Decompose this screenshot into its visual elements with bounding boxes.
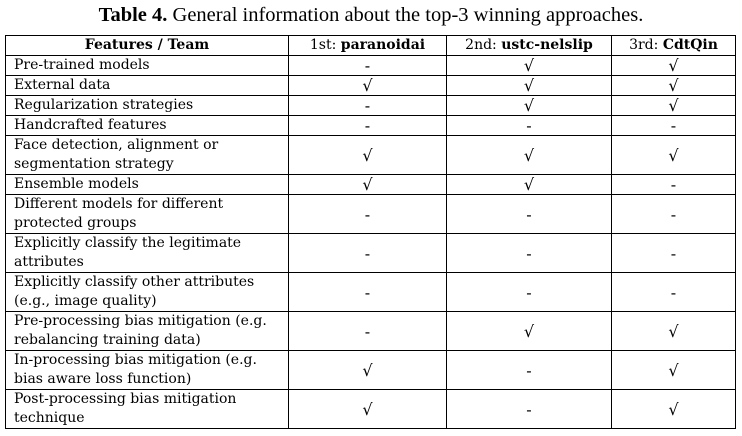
team-rank: 3rd: bbox=[629, 37, 663, 53]
feature-cell: External data bbox=[5, 75, 289, 96]
header-team-3: 3rd: CdtQin bbox=[611, 35, 736, 56]
mark-cell: √ bbox=[446, 311, 612, 351]
team-rank: 1st: bbox=[309, 37, 341, 53]
mark-cell: √ bbox=[288, 135, 447, 175]
feature-cell: In-processing bias mitigation (e.g. bias… bbox=[5, 350, 289, 390]
mark-cell: √ bbox=[611, 311, 736, 351]
caption-text: General information about the top-3 winn… bbox=[167, 4, 644, 26]
mark-cell: - bbox=[288, 95, 447, 116]
feature-cell: Face detection, alignment or segmentatio… bbox=[5, 135, 289, 175]
mark-cell: √ bbox=[611, 95, 736, 116]
mark-cell: - bbox=[446, 389, 612, 429]
mark-cell: √ bbox=[446, 55, 612, 76]
table-row: Handcrafted features - - - bbox=[5, 115, 736, 136]
mark-cell: √ bbox=[611, 350, 736, 390]
header-features-team: Features / Team bbox=[5, 35, 289, 56]
mark-cell: √ bbox=[288, 75, 447, 96]
mark-cell: - bbox=[611, 174, 736, 195]
feature-cell: Different models for different protected… bbox=[5, 194, 289, 234]
mark-cell: √ bbox=[288, 174, 447, 195]
mark-cell: - bbox=[446, 350, 612, 390]
mark-cell: - bbox=[288, 233, 447, 273]
header-team-2: 2nd: ustc-nelslip bbox=[446, 35, 612, 56]
table-row: Ensemble models √ √ - bbox=[5, 174, 736, 195]
table-row: Explicitly classify the legitimate attri… bbox=[5, 233, 736, 273]
mark-cell: √ bbox=[611, 389, 736, 429]
caption-label: Table 4. bbox=[98, 4, 168, 26]
mark-cell: - bbox=[288, 311, 447, 351]
table-row: Explicitly classify other attributes (e.… bbox=[5, 272, 736, 312]
table-row: Face detection, alignment or segmentatio… bbox=[5, 135, 736, 175]
table-row: Pre-trained models - √ √ bbox=[5, 55, 736, 76]
mark-cell: √ bbox=[611, 75, 736, 96]
feature-cell: Regularization strategies bbox=[5, 95, 289, 116]
mark-cell: - bbox=[446, 272, 612, 312]
feature-cell: Pre-processing bias mitigation (e.g. reb… bbox=[5, 311, 289, 351]
mark-cell: √ bbox=[288, 350, 447, 390]
team-name: ustc-nelslip bbox=[501, 37, 593, 53]
header-team-1: 1st: paranoidai bbox=[288, 35, 447, 56]
mark-cell: - bbox=[288, 115, 447, 136]
mark-cell: √ bbox=[611, 135, 736, 175]
team-name: paranoidai bbox=[340, 37, 426, 53]
mark-cell: √ bbox=[446, 95, 612, 116]
table-row: Post-processing bias mitigation techniqu… bbox=[5, 389, 736, 429]
mark-cell: - bbox=[288, 194, 447, 234]
header-row: Features / Team 1st: paranoidai 2nd: ust… bbox=[5, 35, 736, 56]
table-row: Different models for different protected… bbox=[5, 194, 736, 234]
mark-cell: - bbox=[446, 115, 612, 136]
mark-cell: - bbox=[611, 272, 736, 312]
feature-cell: Handcrafted features bbox=[5, 115, 289, 136]
mark-cell: - bbox=[611, 233, 736, 273]
mark-cell: √ bbox=[446, 174, 612, 195]
mark-cell: - bbox=[611, 115, 736, 136]
features-table: Features / Team 1st: paranoidai 2nd: ust… bbox=[5, 35, 736, 429]
feature-cell: Explicitly classify other attributes (e.… bbox=[5, 272, 289, 312]
table-row: Pre-processing bias mitigation (e.g. reb… bbox=[5, 311, 736, 351]
mark-cell: - bbox=[288, 272, 447, 312]
table-caption: Table 4. General information about the t… bbox=[0, 2, 742, 28]
mark-cell: - bbox=[611, 194, 736, 234]
feature-cell: Post-processing bias mitigation techniqu… bbox=[5, 389, 289, 429]
mark-cell: √ bbox=[446, 135, 612, 175]
mark-cell: √ bbox=[288, 389, 447, 429]
team-name: CdtQin bbox=[662, 37, 718, 53]
mark-cell: - bbox=[446, 194, 612, 234]
feature-cell: Pre-trained models bbox=[5, 55, 289, 76]
mark-cell: - bbox=[288, 55, 447, 76]
table-row: In-processing bias mitigation (e.g. bias… bbox=[5, 350, 736, 390]
table-row: Regularization strategies - √ √ bbox=[5, 95, 736, 116]
feature-cell: Ensemble models bbox=[5, 174, 289, 195]
team-rank: 2nd: bbox=[465, 37, 502, 53]
mark-cell: √ bbox=[611, 55, 736, 76]
feature-cell: Explicitly classify the legitimate attri… bbox=[5, 233, 289, 273]
mark-cell: √ bbox=[446, 75, 612, 96]
mark-cell: - bbox=[446, 233, 612, 273]
table-row: External data √ √ √ bbox=[5, 75, 736, 96]
